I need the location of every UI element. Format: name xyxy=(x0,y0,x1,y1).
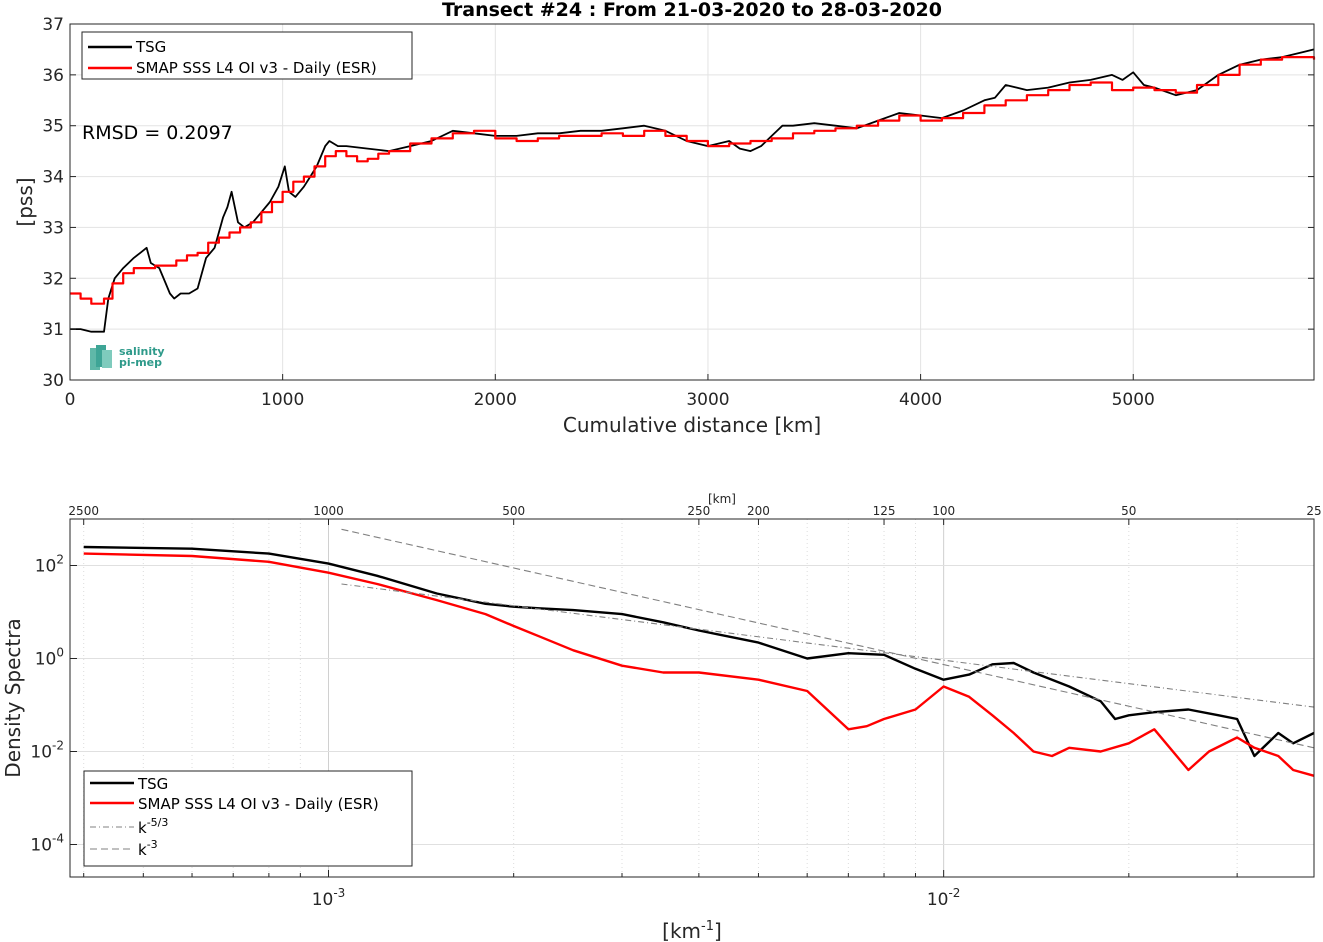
top-lines xyxy=(70,48,1316,333)
top-legend-box xyxy=(81,31,413,80)
reference-line-k-5-3 xyxy=(341,583,1314,708)
legend-label-tsg: TSG xyxy=(135,38,166,56)
top-y-axis-label: [pss] xyxy=(13,177,37,226)
legend-label-tsg: TSG xyxy=(137,775,168,793)
top-axes-box xyxy=(69,23,1315,381)
top-km-axis-label: [km] xyxy=(708,492,736,506)
rmsd-annotation: RMSD = 0.2097 xyxy=(82,122,233,144)
series-line-tsg xyxy=(70,48,1315,333)
top-y-tick-label: 31 xyxy=(42,320,64,340)
top-y-tick-label: 33 xyxy=(42,218,64,238)
bottom-x-tick-label: 10-2 xyxy=(927,886,961,910)
top-x-tick-label: 4000 xyxy=(899,390,942,410)
top-km-tick-label: 200 xyxy=(747,504,770,518)
top-km-tick-label: 125 xyxy=(873,504,896,518)
bottom-y-tick-label: 10-4 xyxy=(30,831,64,855)
bottom-grid xyxy=(70,519,1315,877)
top-km-tick-label: 100 xyxy=(932,504,955,518)
top-km-tick-label: 500 xyxy=(502,504,525,518)
top-legend: TSG SMAP SSS L4 OI v3 - Daily (ESR) xyxy=(81,31,413,80)
top-chart-title: Transect #24 : From 21-03-2020 to 28-03-… xyxy=(442,0,942,21)
top-y-tick-label: 36 xyxy=(42,66,64,86)
salinity-pi-mep-logo: salinity pi-mep xyxy=(90,345,165,370)
top-y-tick-label: 32 xyxy=(42,269,64,289)
bottom-x-axis-label: [km-1] xyxy=(662,919,722,942)
top-ticks: 0 1000 2000 3000 4000 5000 30 31 32 33 34 35 36 37 xyxy=(42,15,1314,410)
top-km-tick-label: 1000 xyxy=(313,504,344,518)
bottom-legend-box xyxy=(83,770,413,867)
bottom-ticks: 10-4 10-2 100 102 10-3 10-2 2500 1000 500 250 200 1… xyxy=(30,504,1321,910)
top-x-axis-label: Cumulative distance [km] xyxy=(563,413,821,437)
top-x-tick-label: 0 xyxy=(65,390,76,410)
top-panel: Transect #24 : From 21-03-2020 to 28-03-… xyxy=(13,0,1316,437)
top-km-tick-label: 50 xyxy=(1121,504,1136,518)
top-y-tick-label: 35 xyxy=(42,117,64,137)
logo-text-pimep: pi-mep xyxy=(119,356,162,369)
bottom-panel: 10-4 10-2 100 102 10-3 10-2 2500 1000 500 250 200 1… xyxy=(1,492,1322,942)
series-line-smap xyxy=(83,552,1314,777)
top-km-tick-label: 2500 xyxy=(68,504,99,518)
legend-label-smap: SMAP SSS L4 OI v3 - Daily (ESR) xyxy=(136,59,377,77)
reference-line-k-3 xyxy=(341,528,1314,749)
logo-text-salinity: salinity xyxy=(119,345,165,358)
top-km-tick-label: 250 xyxy=(687,504,710,518)
top-km-tick-label: 25 xyxy=(1306,504,1321,518)
bottom-y-tick-label: 100 xyxy=(35,645,64,669)
top-x-tick-label: 1000 xyxy=(261,390,304,410)
series-line-smap xyxy=(70,56,1316,305)
logo-block-icon xyxy=(90,348,100,370)
top-x-tick-label: 5000 xyxy=(1112,390,1155,410)
top-x-tick-label: 3000 xyxy=(686,390,729,410)
bottom-series-group xyxy=(83,528,1314,777)
legend-label-k53: k-5/3 xyxy=(138,816,168,837)
top-y-tick-label: 30 xyxy=(42,371,64,391)
legend-label-smap: SMAP SSS L4 OI v3 - Daily (ESR) xyxy=(138,795,379,813)
top-x-tick-label: 2000 xyxy=(474,390,517,410)
bottom-legend: TSG SMAP SSS L4 OI v3 - Daily (ESR) k-5/… xyxy=(83,770,413,867)
top-y-tick-label: 37 xyxy=(42,15,64,35)
bottom-y-tick-label: 10-2 xyxy=(30,738,64,762)
legend-label-k3: k-3 xyxy=(138,838,158,859)
logo-block-icon xyxy=(96,345,106,367)
top-y-tick-label: 34 xyxy=(42,168,64,188)
bottom-lines xyxy=(83,528,1314,777)
logo-block-icon xyxy=(102,350,112,368)
bottom-axes-box xyxy=(69,518,1315,878)
series-line-tsg xyxy=(83,545,1314,758)
bottom-y-tick-label: 102 xyxy=(35,552,64,576)
bottom-y-axis-label: Density Spectra xyxy=(1,618,25,777)
bottom-x-tick-label: 10-3 xyxy=(312,886,346,910)
